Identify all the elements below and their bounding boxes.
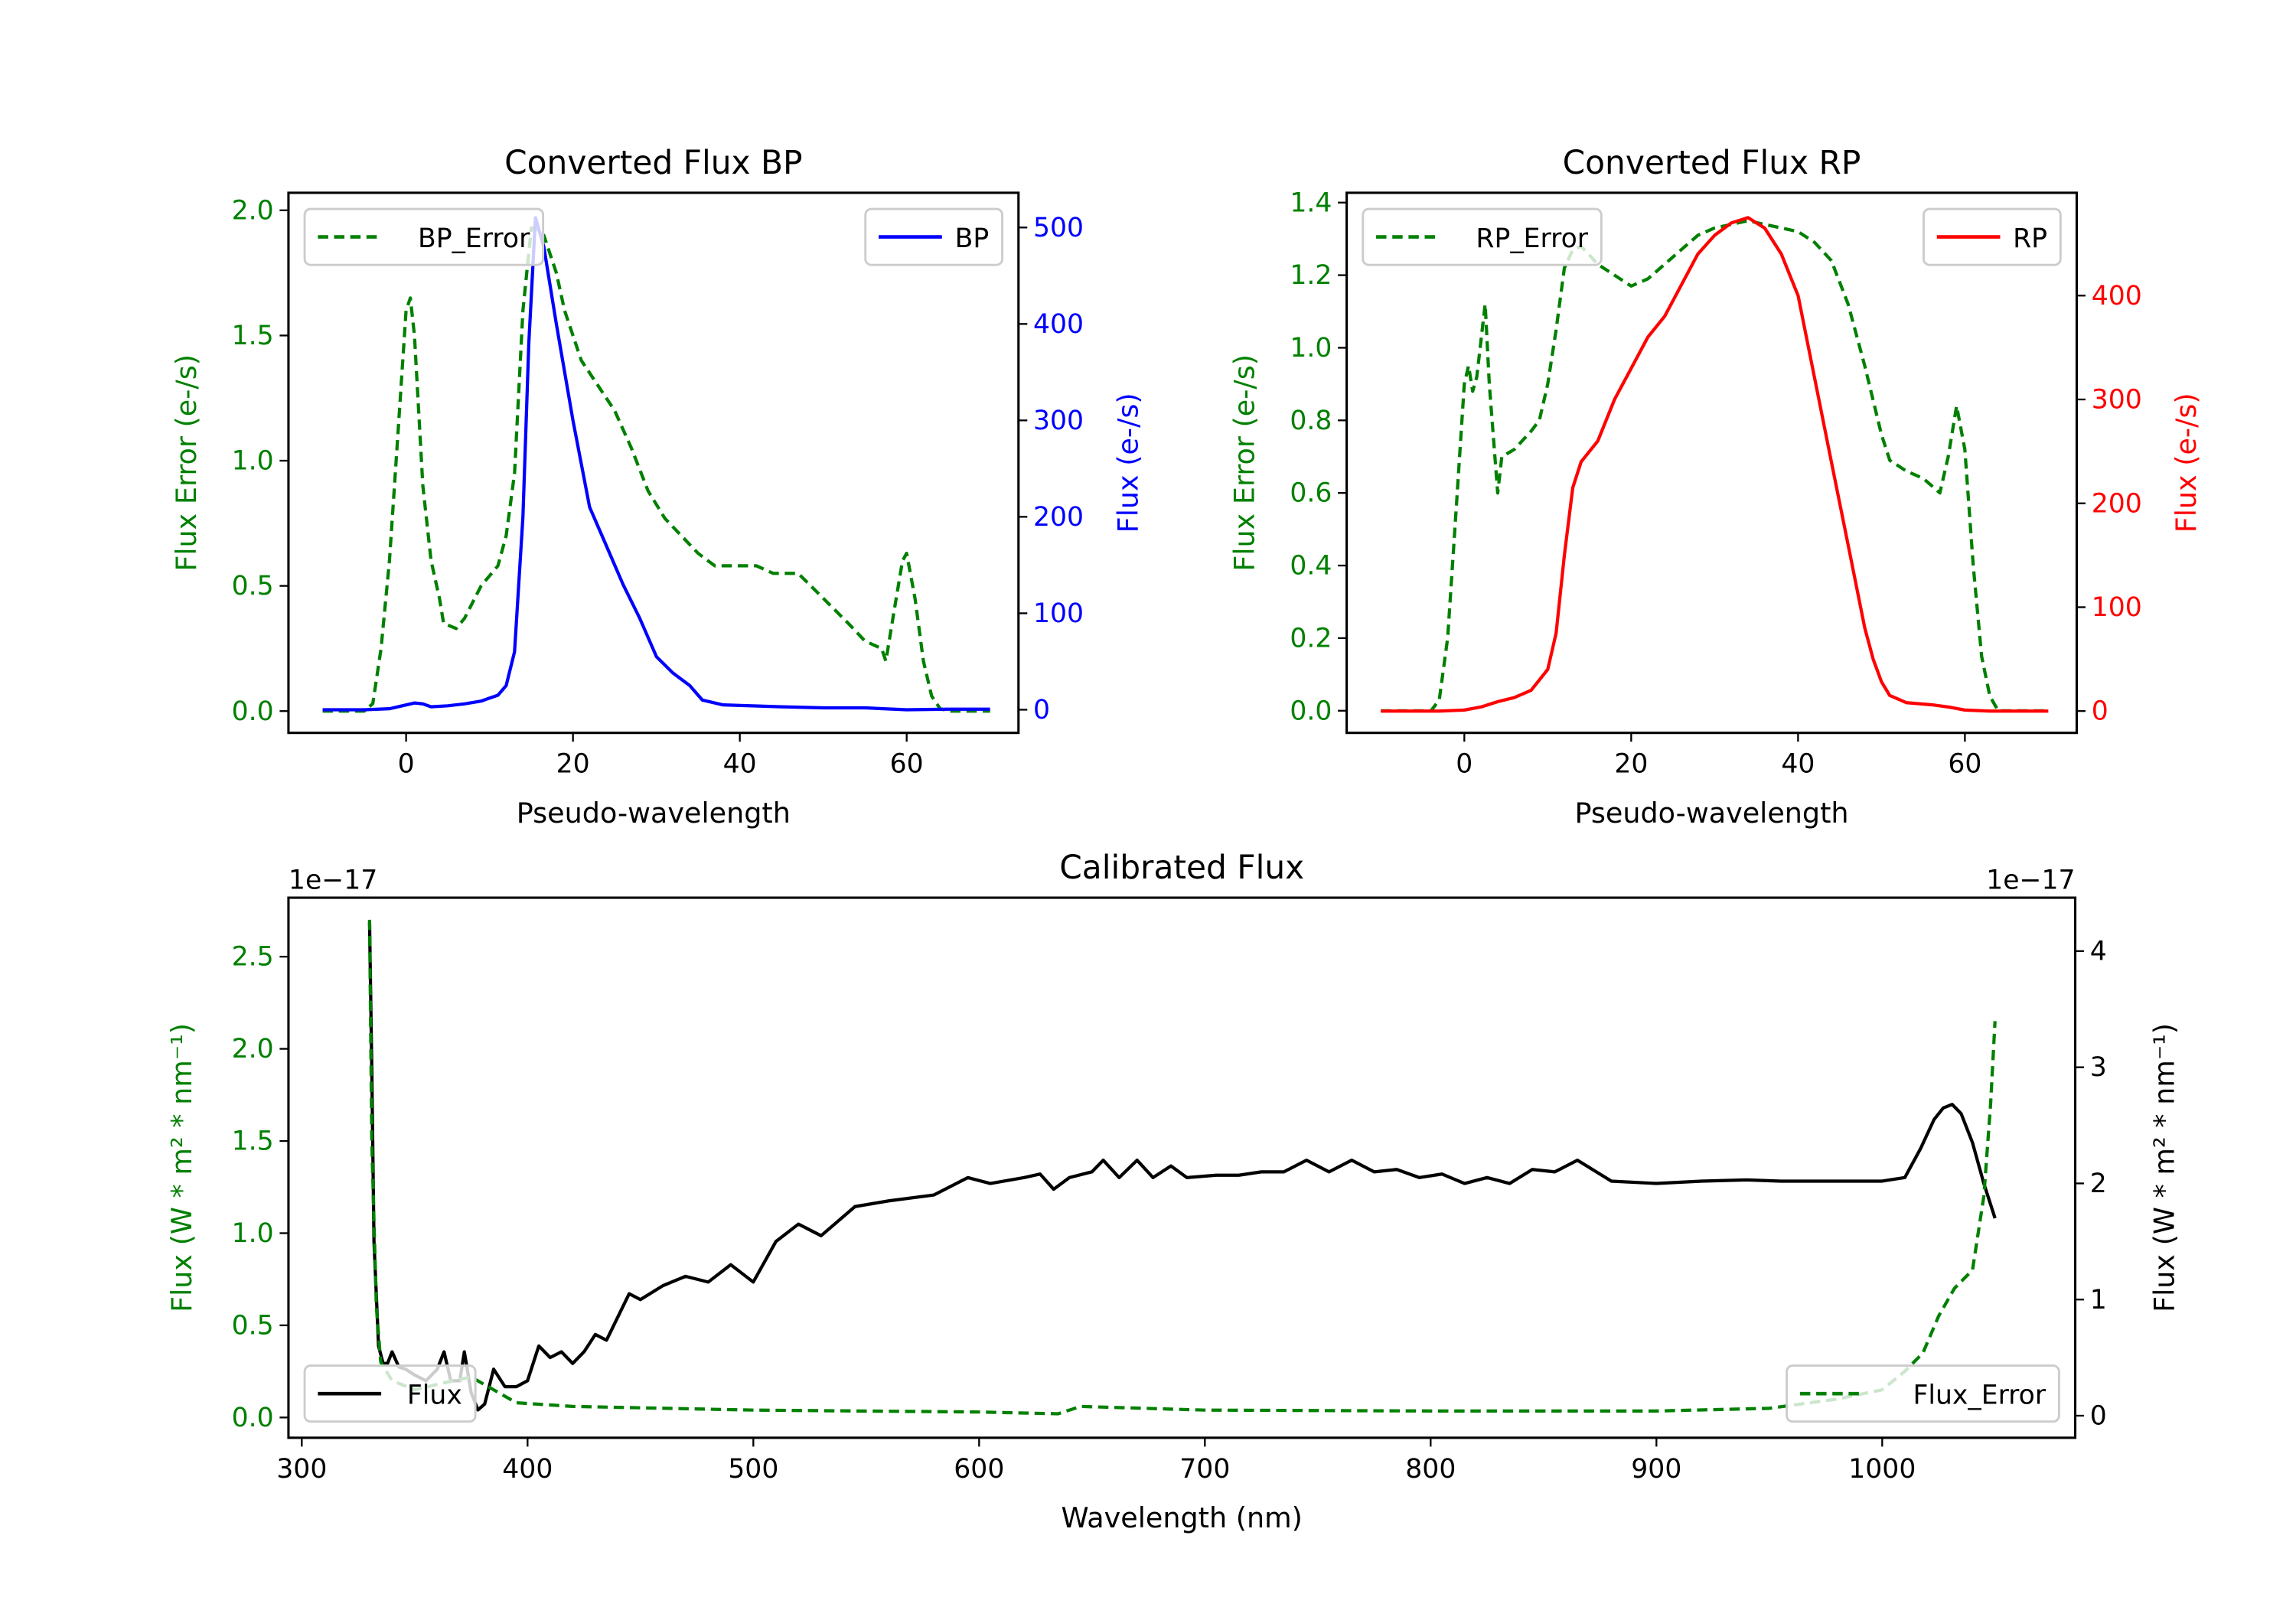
legend-flux-error: Flux_Error [1786, 1364, 2060, 1423]
y-right-tick-label: 300 [2092, 385, 2142, 416]
y-right-tick-label: 0 [2090, 1401, 2107, 1432]
axes-frame [1345, 191, 2078, 735]
x-tick-label: 700 [1179, 1454, 1230, 1485]
series-line-flux [367, 921, 1997, 1412]
y-left-tick-label: 0.0 [1290, 696, 1332, 726]
x-tick-label: 1000 [1848, 1454, 1916, 1485]
chart-title: Converted Flux RP [1563, 144, 1861, 181]
x-tick-label: 40 [723, 749, 757, 780]
legend-label: Flux [407, 1380, 462, 1411]
y-left-tick-label: 2.0 [232, 195, 274, 226]
y-left-tick-label: 0.0 [232, 1403, 274, 1433]
y-left-tick-label: 0.0 [232, 696, 274, 727]
y-left-tick-label: 0.5 [232, 1310, 274, 1341]
axes-frame [287, 896, 2077, 1439]
x-tick-label: 800 [1405, 1454, 1456, 1485]
y-left-tick-label: 1.4 [1290, 187, 1332, 218]
y-right-tick-label: 100 [2092, 592, 2142, 623]
y-left-tick-label: 1.0 [1290, 333, 1332, 363]
y-left-tick-label: 0.4 [1290, 551, 1332, 582]
y-right-tick-label: 3 [2090, 1052, 2107, 1083]
y-left-tick-label: 1.5 [232, 1126, 274, 1157]
y-right-axis-label: Flux (e-/s) [2170, 393, 2203, 533]
y-left-tick-label: 0.5 [232, 571, 274, 601]
legend-label: RP_Error [1476, 223, 1588, 254]
series-line-rp [1381, 216, 2049, 713]
chart-title: Converted Flux BP [504, 144, 802, 181]
x-tick-label: 400 [502, 1454, 553, 1485]
y-right-tick-label: 500 [1033, 213, 1084, 243]
legend-box [1362, 207, 1603, 266]
y-right-tick-label: 200 [2092, 488, 2142, 519]
x-tick-label: 20 [1614, 749, 1648, 780]
x-tick-label: 40 [1781, 749, 1815, 780]
x-tick-label: 0 [398, 749, 415, 780]
legend-flux: Flux [303, 1364, 477, 1423]
series-line-rp-error [1381, 219, 2049, 712]
x-tick-label: 60 [1948, 749, 1981, 780]
y-left-axis-label: Flux Error (e-/s) [170, 354, 203, 572]
chart-panel-2: 300 400 500 600 700 800 900 1000 0.0 0.5 1.0 1.5 2.0… [165, 849, 2180, 1534]
legend-label: BP [955, 223, 990, 254]
legend-box [1786, 1364, 2060, 1423]
y-left-tick-label: 0.8 [1290, 406, 1332, 436]
y-right-axis-label: Flux (e-/s) [1112, 393, 1145, 533]
y-left-tick-label: 1.0 [232, 446, 274, 477]
y-right-axis-label: Flux (W * m² * nm⁻¹) [2148, 1023, 2180, 1312]
y-left-offset-label: 1e−17 [289, 865, 377, 896]
x-axis-label: Pseudo-wavelength [1574, 797, 1848, 830]
y-left-axis-label: Flux Error (e-/s) [1228, 354, 1261, 572]
legend-label: BP_Error [418, 223, 530, 254]
y-right-tick-label: 1 [2090, 1285, 2107, 1315]
y-right-tick-label: 400 [2092, 281, 2142, 311]
y-right-tick-label: 300 [1033, 406, 1084, 436]
x-axis-label: Wavelength (nm) [1062, 1501, 1303, 1534]
y-left-tick-label: 0.2 [1290, 623, 1332, 654]
x-tick-label: 500 [728, 1454, 778, 1485]
y-right-tick-label: 400 [1033, 309, 1084, 340]
y-left-tick-label: 1.5 [232, 321, 274, 351]
x-tick-label: 300 [276, 1454, 327, 1485]
y-right-tick-label: 0 [2092, 696, 2108, 727]
y-right-tick-label: 200 [1033, 502, 1084, 533]
legend-label: Flux_Error [1913, 1380, 2046, 1411]
y-left-tick-label: 1.2 [1290, 260, 1332, 291]
series-line-bp-error [322, 226, 990, 713]
x-axis-label: Pseudo-wavelength [517, 797, 791, 830]
y-left-tick-label: 1.0 [232, 1218, 274, 1249]
y-right-tick-label: 2 [2090, 1169, 2107, 1199]
y-right-offset-label: 1e−17 [1986, 865, 2075, 896]
y-left-tick-label: 2.0 [232, 1034, 274, 1064]
y-left-tick-label: 0.6 [1290, 478, 1332, 509]
legend-bp-error: BP_Error [303, 207, 545, 266]
y-left-axis-label: Flux (W * m² * nm⁻¹) [165, 1023, 198, 1312]
x-tick-label: 20 [556, 749, 590, 780]
y-right-tick-label: 4 [2090, 936, 2107, 966]
legend-rp-error: RP_Error [1362, 207, 1603, 266]
y-right-tick-label: 0 [1033, 695, 1050, 725]
x-tick-label: 900 [1631, 1454, 1681, 1485]
x-tick-label: 0 [1456, 749, 1473, 780]
legend-rp: RP [1923, 207, 2062, 266]
chart-panel-1: 0 20 40 60 0.0 0.2 0.4 0.6 0.8 1.0 1.2 1.4 0 100 200 30… [1228, 144, 2203, 830]
y-right-tick-label: 100 [1033, 598, 1084, 629]
y-left-tick-label: 2.5 [232, 942, 274, 973]
x-tick-label: 60 [890, 749, 924, 780]
x-tick-label: 600 [954, 1454, 1004, 1485]
legend-box [303, 1364, 477, 1423]
axes-frame [287, 191, 1020, 735]
legend-box [303, 207, 545, 266]
chart-panel-0: 0 20 40 60 0.0 0.5 1.0 1.5 2.0 0 100 200 300 400 500 Co… [170, 144, 1145, 830]
legend-bp: BP [864, 207, 1004, 266]
series-line-bp [322, 216, 990, 712]
chart-title: Calibrated Flux [1059, 849, 1304, 886]
legend-label: RP [2013, 223, 2047, 254]
series-line-flux-error [367, 919, 1997, 1416]
